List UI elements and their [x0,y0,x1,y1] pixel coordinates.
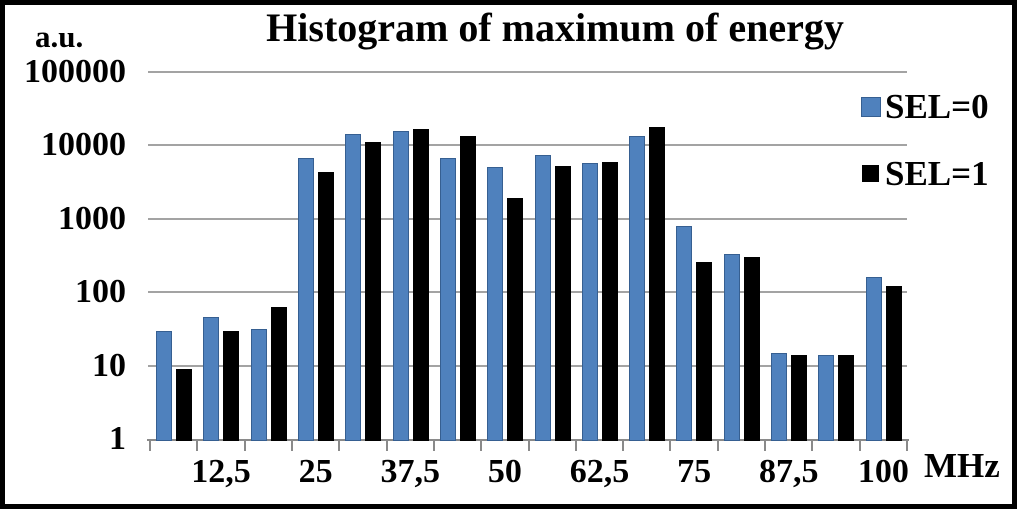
x-axis-tick-14 [811,441,814,451]
bar-sel1-bin15 [838,354,855,441]
bar-sel1-bin13 [743,256,760,441]
bar-sel1-bin9 [554,166,571,441]
bar-sel1-bin3 [270,306,287,441]
bar-sel1-bin10 [601,162,618,441]
legend-label-sel0: SEL=0 [885,87,989,126]
x-tick-label-100: 100 [857,453,909,490]
x-tick-label-37-5: 37,5 [380,453,440,490]
x-axis-tick-16 [906,441,908,451]
y-axis-unit-label: a.u. [35,19,84,54]
x-axis-tick-10 [622,441,625,451]
bar-sel0-bin5 [345,133,362,441]
bar-sel0-bin15 [818,354,835,441]
legend-label-sel1: SEL=1 [885,154,989,193]
bar-sel1-bin2 [223,330,240,441]
x-axis-tick-9 [574,441,577,451]
x-axis-tick-13 [764,441,767,451]
bar-sel0-bin1 [156,330,172,441]
y-tick-label-100: 100 [75,273,126,311]
bar-sel0-bin7 [439,157,456,441]
bar-sel0-bin4 [297,158,314,441]
x-axis-tick-2 [243,441,246,451]
x-axis-tick-4 [338,441,341,451]
x-tick-label-87-5: 87,5 [758,453,819,490]
bar-sel1-bin16 [885,286,902,441]
gridline-1e1 [148,364,907,367]
bar-sel0-bin2 [203,316,220,441]
gridline-1e4 [148,144,907,147]
x-axis-tick-8 [527,441,530,451]
bar-sel0-bin14 [771,352,788,441]
bar-sel0-bin12 [676,225,693,441]
y-tick-label-10000: 10000 [41,126,126,164]
x-tick-label-25: 25 [298,453,333,490]
y-tick-label-10: 10 [92,346,126,384]
x-axis-tick-5 [385,441,388,451]
chart-title: Histogram of maximum of energy [266,5,844,50]
bar-sel1-bin11 [649,126,666,441]
legend-swatch-sel1 [862,165,879,182]
x-tick-label-50: 50 [487,453,522,490]
x-axis-tick-6 [432,441,435,451]
x-axis-tick-12 [716,441,719,451]
bar-sel1-bin8 [507,198,524,441]
bar-sel0-bin9 [534,154,551,441]
x-axis-tick-15 [858,441,861,451]
bar-sel0-bin8 [487,167,504,441]
bar-sel0-bin3 [250,328,267,441]
x-axis-tick-1 [196,441,199,451]
bar-sel0-bin11 [629,135,646,441]
x-axis-line [147,439,909,441]
y-tick-label-100000: 100000 [24,53,126,90]
bar-sel0-bin13 [723,253,740,441]
gridline-1e5 [148,71,907,73]
bar-sel0-bin10 [581,163,598,441]
bar-sel0-bin16 [865,277,882,441]
bar-sel1-bin1 [176,368,192,441]
x-axis-unit-label: MHz [924,446,1000,485]
bar-sel0-bin6 [392,131,409,441]
bar-sel1-bin4 [317,171,334,441]
x-tick-label-62-5: 62,5 [569,453,630,490]
gridline-1e2 [148,291,907,294]
bar-sel1-bin7 [459,135,476,441]
x-axis-tick-7 [480,441,483,451]
bar-sel1-bin6 [412,129,429,441]
x-tick-label-12-5: 12,5 [191,453,251,490]
bar-sel1-bin12 [696,261,713,441]
x-axis-tick-11 [669,441,672,451]
x-axis-tick-0 [149,441,151,451]
x-axis-tick-3 [290,441,293,451]
gridline-1e3 [148,217,907,220]
y-tick-label-1000: 1000 [58,199,126,237]
x-tick-label-75: 75 [677,453,712,490]
legend-swatch-sel0 [861,97,881,117]
bar-sel1-bin14 [791,354,808,441]
y-tick-label-1: 1 [109,420,126,457]
bar-sel1-bin5 [365,142,382,441]
